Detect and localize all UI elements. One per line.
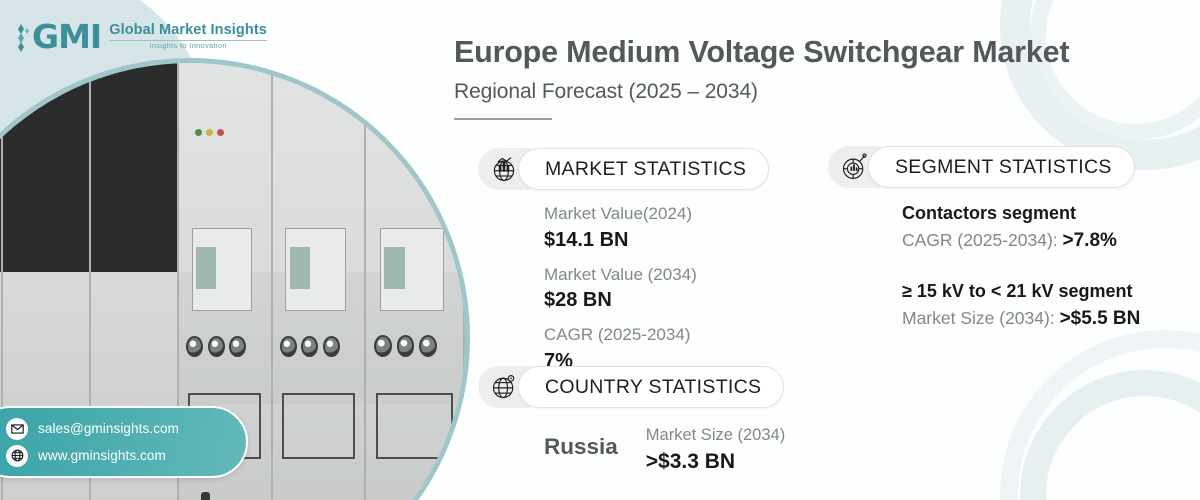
gmi-tagline: Insights to Innovation — [149, 41, 227, 51]
market-value-2034-label: Market Value (2034) — [544, 264, 697, 284]
country-name: Russia — [544, 434, 618, 459]
country-statistics-panel: COUNTRY STATISTICS Russia Market Size (2… — [478, 366, 785, 476]
contact-website[interactable]: www.gminsights.com — [38, 448, 166, 463]
country-statistics-body: Russia Market Size (2034) >$3.3 BN — [478, 408, 785, 476]
heading-block: Europe Medium Voltage Switchgear Market … — [454, 34, 1070, 120]
market-value-2024-value: $14.1 BN — [544, 228, 629, 251]
segment-2-title: ≥ 15 kV to < 21 kV segment — [902, 280, 1133, 301]
market-statistics-panel: MARKET STATISTICS Market Value(2024) $14… — [478, 148, 770, 375]
contact-email[interactable]: sales@gminsights.com — [38, 421, 180, 436]
contact-pill: sales@gminsights.com www.gminsights.com — [0, 406, 248, 478]
switchgear-photo — [0, 58, 470, 500]
segment-spacer — [902, 256, 1140, 278]
switchgear-photo-image — [0, 63, 465, 500]
decorative-arc-bottom-right — [1020, 370, 1200, 500]
globe-icon — [6, 444, 28, 467]
market-value-2024-label: Market Value(2024) — [544, 204, 693, 223]
gmi-logo-text: Global Market Insights Insights to Innov… — [109, 21, 267, 51]
segment-2-metric-value: >$5.5 BN — [1059, 307, 1141, 329]
country-statistics-title: COUNTRY STATISTICS — [545, 375, 762, 398]
segment-statistics-panel: SEGMENT STATISTICS Contactors segment CA… — [828, 146, 1140, 333]
contact-website-row[interactable]: www.gminsights.com — [6, 444, 246, 467]
segment-2-metric: Market Size (2034): >$5.5 BN — [902, 305, 1140, 334]
gmi-logo-mark: GMI — [16, 17, 102, 56]
decorative-arc-bottom-right-outer — [1000, 330, 1200, 500]
segment-1-metric-value: >7.8% — [1062, 230, 1117, 251]
title-divider — [454, 117, 552, 120]
diamond-accent-icon — [18, 23, 29, 52]
globe-pin-icon — [478, 366, 530, 408]
market-statistics-chip: MARKET STATISTICS — [518, 148, 770, 190]
market-value-2034-value: $28 BN — [544, 289, 612, 312]
market-cagr-label: CAGR (2025-2034) — [544, 325, 691, 345]
country-metric-value: >$3.3 BN — [645, 449, 736, 473]
donut-chart-arrow-icon — [828, 146, 880, 188]
segment-statistics-chip: SEGMENT STATISTICS — [868, 146, 1135, 188]
gmi-company-name: Global Market Insights — [109, 21, 267, 38]
market-statistics-body: Market Value(2024) $14.1 BN Market Value… — [478, 190, 769, 375]
page-subtitle: Regional Forecast (2025 – 2034) — [454, 79, 758, 103]
country-statistics-header: COUNTRY STATISTICS — [478, 366, 785, 408]
segment-statistics-body: Contactors segment CAGR (2025-2034): >7.… — [828, 188, 1140, 333]
gmi-logo[interactable]: GMI Global Market Insights Insights to I… — [16, 20, 267, 53]
segment-1-metric: CAGR (2025-2034): >7.8% — [902, 227, 1140, 256]
page-title: Europe Medium Voltage Switchgear Market — [454, 35, 1070, 69]
segment-1-title: Contactors segment — [902, 203, 1077, 223]
country-metric-label: Market Size (2034) — [645, 426, 786, 444]
country-statistics-chip: COUNTRY STATISTICS — [518, 366, 785, 408]
segment-statistics-header: SEGMENT STATISTICS — [828, 146, 1140, 188]
country-metric: Market Size (2034) >$3.3 BN — [646, 424, 785, 476]
segment-2-metric-label: Market Size (2034): — [902, 307, 1060, 328]
segment-1-metric-label: CAGR (2025-2034): — [902, 230, 1063, 250]
envelope-icon — [6, 417, 28, 440]
contact-email-row[interactable]: sales@gminsights.com — [6, 417, 246, 440]
gmi-wordmark: GMI — [32, 17, 102, 56]
segment-statistics-title: SEGMENT STATISTICS — [895, 155, 1112, 178]
market-statistics-header: MARKET STATISTICS — [478, 148, 770, 190]
market-statistics-title: MARKET STATISTICS — [545, 157, 747, 180]
